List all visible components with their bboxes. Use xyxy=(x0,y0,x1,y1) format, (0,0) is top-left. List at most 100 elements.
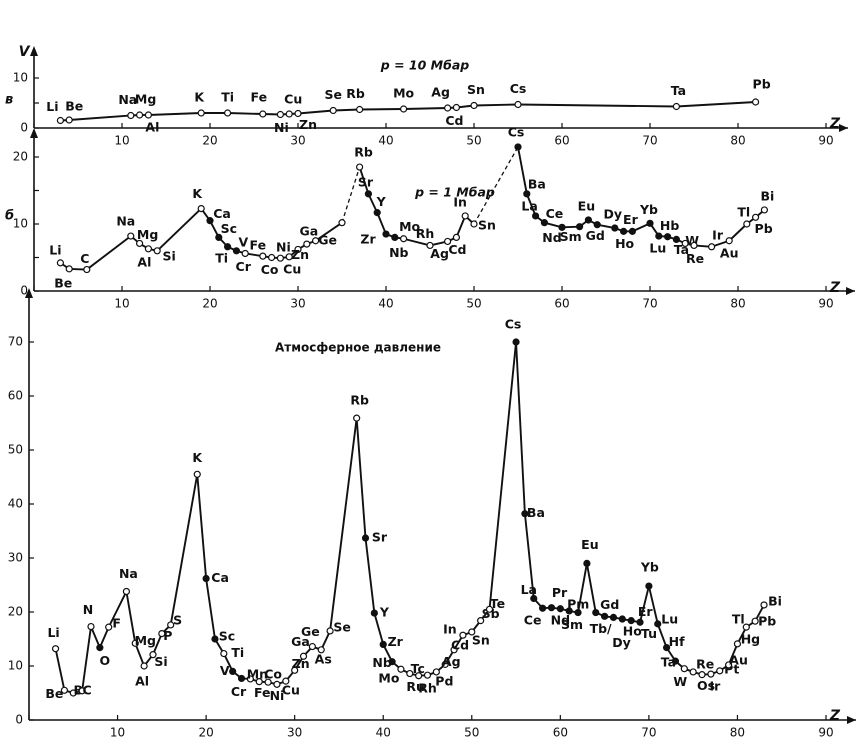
point-label: B xyxy=(74,683,84,698)
data-point xyxy=(662,644,671,652)
data-point xyxy=(406,669,414,678)
data-point xyxy=(373,209,381,217)
data-point xyxy=(122,587,131,596)
point-label: Na xyxy=(119,566,138,581)
point-label: Tl xyxy=(737,205,750,220)
point-label: Ho xyxy=(623,624,642,639)
x-tick-label: 10 xyxy=(114,134,129,148)
data-point xyxy=(671,657,680,665)
y-tick-label: 0 xyxy=(15,713,23,727)
point-label: Mg xyxy=(135,633,156,648)
y-tick-label: 20 xyxy=(13,150,28,164)
series-segment xyxy=(333,108,360,112)
data-point xyxy=(611,224,619,232)
data-point xyxy=(646,219,654,227)
point-label: Mn xyxy=(247,666,268,681)
data-point xyxy=(264,678,272,686)
data-point xyxy=(655,232,663,240)
series-segment xyxy=(134,642,146,667)
data-point xyxy=(224,109,232,117)
point-label: W xyxy=(673,674,687,689)
data-point xyxy=(69,689,77,697)
data-point xyxy=(56,116,65,125)
x-axis-title: Z xyxy=(829,708,841,724)
series-segment xyxy=(639,585,650,623)
data-point xyxy=(558,223,566,231)
series-segment xyxy=(523,513,535,599)
data-point xyxy=(255,678,263,686)
point-label: Zr xyxy=(360,232,376,247)
point-label: K xyxy=(192,186,203,201)
point-label: Zn xyxy=(299,117,317,132)
series-segment xyxy=(525,193,537,217)
point-label: Ge xyxy=(301,624,320,639)
point-label: Sr xyxy=(358,174,374,189)
point-label: Ag xyxy=(442,654,461,669)
series-segment xyxy=(196,474,208,579)
x-tick-label: 30 xyxy=(290,134,305,148)
data-point xyxy=(689,668,697,676)
point-label: Ir xyxy=(709,679,721,694)
point-label: Cd xyxy=(445,113,463,128)
y-tick-label: 0 xyxy=(20,284,28,298)
point-label: Zn xyxy=(291,247,309,262)
series-segment xyxy=(364,537,376,614)
x-tick-label: 70 xyxy=(641,726,656,740)
x-tick-label: 30 xyxy=(287,726,302,740)
series-segment xyxy=(488,341,518,610)
point-label: Nb xyxy=(372,655,391,670)
point-label: S xyxy=(173,612,182,627)
point-label: Ce xyxy=(546,206,564,221)
data-point xyxy=(388,658,396,666)
data-point xyxy=(329,106,337,115)
data-point xyxy=(56,259,65,267)
point-label: Sm xyxy=(560,229,582,244)
point-label: Pd xyxy=(435,673,453,688)
data-point xyxy=(468,628,476,636)
point-label: V xyxy=(220,663,230,678)
x-axis-title: Z xyxy=(829,116,841,132)
data-point xyxy=(397,665,405,673)
data-point xyxy=(361,534,370,542)
point-label: P xyxy=(163,628,172,643)
data-point xyxy=(356,163,364,171)
point-label: Se xyxy=(333,619,350,634)
point-label: Rb xyxy=(350,393,369,408)
point-label: Na xyxy=(116,214,135,229)
data-point xyxy=(268,253,276,262)
y-axis-arrow xyxy=(30,128,38,138)
point-label: Cd xyxy=(448,242,466,257)
data-point xyxy=(193,470,201,478)
panel-tag: б xyxy=(5,209,14,224)
point-label: Cr xyxy=(231,684,247,699)
data-point xyxy=(382,230,390,238)
y-tick-label: 10 xyxy=(8,659,23,673)
data-point xyxy=(724,661,733,669)
x-axis-arrow xyxy=(839,124,848,132)
x-tick-label: 50 xyxy=(466,297,481,311)
data-point xyxy=(523,190,531,198)
point-label: In xyxy=(443,622,457,637)
data-point xyxy=(690,241,698,250)
point-label: Li xyxy=(49,242,61,257)
point-label: Mo xyxy=(399,219,420,234)
data-point xyxy=(400,105,408,113)
data-point xyxy=(303,240,311,248)
data-point xyxy=(353,414,361,422)
y-tick-label: 10 xyxy=(13,217,28,231)
data-point xyxy=(681,239,689,248)
series-segment xyxy=(577,563,588,613)
point-label: Ti xyxy=(231,645,244,660)
data-point xyxy=(547,604,556,612)
point-label: Ba xyxy=(528,176,546,191)
point-label: Fe xyxy=(250,238,267,253)
series-segment xyxy=(676,101,756,108)
data-point xyxy=(512,338,520,346)
point-label: Ta xyxy=(661,655,676,670)
data-point xyxy=(470,220,478,228)
data-point xyxy=(391,233,399,241)
data-point xyxy=(459,631,467,639)
point-label: Si xyxy=(163,248,176,263)
point-label: Er xyxy=(638,604,654,619)
x-tick-label: 60 xyxy=(553,726,568,740)
